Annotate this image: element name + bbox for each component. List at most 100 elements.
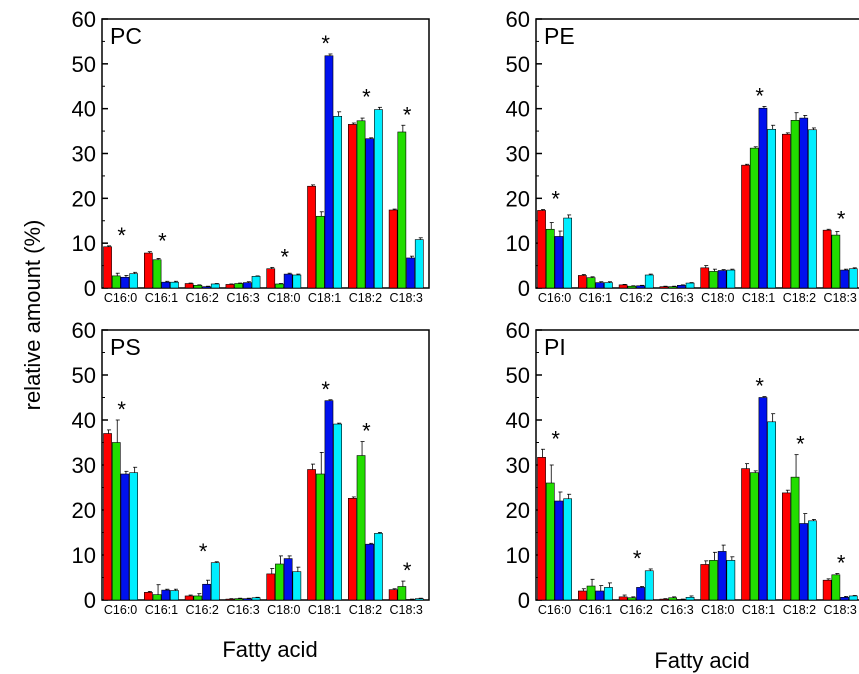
bar-pe-C16:2-s1 <box>618 284 628 289</box>
x-tick-label: C18:2 <box>349 603 382 617</box>
bar-pc-C16:3-s3 <box>243 282 252 289</box>
significance-marker: * <box>117 223 126 248</box>
significance-marker: * <box>281 244 290 269</box>
bar-ps-C18:3-s2 <box>397 586 407 601</box>
bar-pi-C16:3-s1 <box>659 598 669 601</box>
bar-pe-C18:0-s4 <box>726 269 736 289</box>
bar-pc-C18:2-s4 <box>374 109 383 289</box>
y-tick-label: 50 <box>72 52 96 77</box>
significance-marker: * <box>158 229 167 254</box>
y-tick-label: 0 <box>518 588 530 613</box>
bar-pe-C16:1-s4 <box>604 282 613 289</box>
panels: 0 10 20 30 40 50 60 PC C16:0 * C16:1 * C16:2 C16:3 C18… <box>72 7 859 617</box>
bar-ps-C16:1-s4 <box>170 590 179 601</box>
y-tick-label: 50 <box>506 52 530 77</box>
bar-pe-C16:2-s2 <box>627 285 637 289</box>
bar-pi-C16:2-s1 <box>618 596 628 601</box>
bar-layer <box>103 399 424 601</box>
bar-layer <box>537 396 858 601</box>
bar-pc-C16:2-s1 <box>184 283 194 289</box>
bar-ps-C18:0-s4 <box>292 571 302 601</box>
x-tick-label: C18:2 <box>349 291 382 305</box>
bar-ps-C16:2-s1 <box>184 595 194 601</box>
bar-pe-C16:1-s3 <box>595 282 605 289</box>
y-tick-label: 20 <box>506 498 530 523</box>
bar-pi-C16:0-s3 <box>554 500 564 601</box>
bar-pe-C18:3-s2 <box>831 234 841 289</box>
y-tick-label: 60 <box>72 7 96 32</box>
x-tick-label: C18:1 <box>742 291 775 305</box>
y-tick-label: 40 <box>72 408 96 433</box>
x-tick-label: C18:2 <box>783 603 816 617</box>
y-tick-label: 10 <box>506 231 530 256</box>
bar-ps-C16:0-s3 <box>120 473 130 601</box>
bar-pi-C18:2-s3 <box>799 523 809 601</box>
bar-pc-C16:3-s4 <box>251 276 261 289</box>
y-tick-label: 60 <box>506 7 530 32</box>
bar-pe-C18:3-s1 <box>822 229 832 289</box>
bar-pe-C18:3-s4 <box>848 268 858 289</box>
bar-ps-C18:1-s1 <box>307 469 316 601</box>
panel-pi: 0 10 20 30 40 50 60 PI C16:0 * C16:1 C16:2 * C16:3 C18… <box>506 318 859 617</box>
x-tick-label: C16:2 <box>620 603 653 617</box>
bar-pe-C18:2-s3 <box>799 117 809 289</box>
y-tick-label: 20 <box>72 498 96 523</box>
x-tick-label: C16:3 <box>226 603 259 617</box>
significance-marker: * <box>403 102 412 127</box>
y-tick-label: 40 <box>506 97 530 122</box>
bar-pc-C18:3-s3 <box>406 257 415 289</box>
bar-pe-C16:1-s2 <box>586 277 596 289</box>
x-tick-label: C16:0 <box>538 603 571 617</box>
x-tick-label: C18:2 <box>783 291 816 305</box>
bar-pc-C18:0-s1 <box>266 268 276 289</box>
x-tick-label: C18:0 <box>701 603 734 617</box>
bar-pc-C16:0-s1 <box>103 246 112 289</box>
significance-marker: * <box>837 206 846 231</box>
bar-pi-C16:0-s2 <box>545 482 555 601</box>
y-tick-label: 0 <box>518 276 530 301</box>
significance-marker: * <box>321 377 330 402</box>
bar-pi-C16:1-s1 <box>577 590 587 601</box>
x-tick-label: C18:3 <box>824 291 857 305</box>
x-tick-label: C18:0 <box>267 603 300 617</box>
significance-marker: * <box>551 187 560 212</box>
bar-ps-C18:2-s2 <box>356 455 366 601</box>
bar-ps-C16:3-s3 <box>243 598 252 601</box>
bar-pc-C18:3-s1 <box>388 209 398 289</box>
bar-pe-C18:1-s1 <box>741 164 750 289</box>
bar-pc-C18:0-s2 <box>275 283 284 289</box>
bar-pc-C18:1-s1 <box>307 185 316 289</box>
bar-pc-C18:2-s2 <box>356 120 366 289</box>
x-tick-label: C16:1 <box>145 291 178 305</box>
panel-pe: 0 10 20 30 40 50 60 PE C16:0 * C16:1 C16:2 C16:3 C18:… <box>506 7 859 305</box>
bar-ps-C16:1-s1 <box>144 592 153 601</box>
bar-ps-C16:0-s2 <box>111 442 121 601</box>
bar-pc-C16:0-s3 <box>120 276 130 289</box>
bar-layer <box>537 106 858 289</box>
bar-pe-C16:2-s3 <box>636 285 645 289</box>
bar-ps-C18:0-s2 <box>275 563 284 601</box>
bar-pi-C18:1-s4 <box>767 421 776 601</box>
bar-pc-C16:1-s2 <box>152 259 162 289</box>
bar-pi-C18:3-s2 <box>831 574 841 601</box>
bar-layer <box>103 53 424 289</box>
bar-pe-C18:3-s3 <box>840 269 849 289</box>
bar-pe-C18:2-s1 <box>781 133 791 289</box>
significance-marker: * <box>633 546 642 571</box>
bar-pc-C18:1-s3 <box>324 55 334 289</box>
bar-pc-C18:0-s3 <box>283 273 293 289</box>
y-tick-label: 30 <box>506 142 530 167</box>
significance-marker: * <box>551 426 560 451</box>
bar-pi-C16:2-s2 <box>627 597 637 601</box>
x-tick-label: C16:1 <box>579 291 612 305</box>
y-axis-label: relative amount (%) <box>20 220 45 411</box>
bar-pc-C18:1-s2 <box>315 215 325 289</box>
panel-pc: 0 10 20 30 40 50 60 PC C16:0 * C16:1 * C16:2 C16:3 C18… <box>72 7 430 305</box>
y-tick-label: 10 <box>72 231 96 256</box>
x-tick-label: C16:1 <box>579 603 612 617</box>
y-tick-label: 60 <box>72 318 96 343</box>
x-tick-label: C18:3 <box>390 291 423 305</box>
bar-pe-C18:0-s3 <box>717 270 727 289</box>
bar-pe-C16:2-s4 <box>644 274 654 289</box>
